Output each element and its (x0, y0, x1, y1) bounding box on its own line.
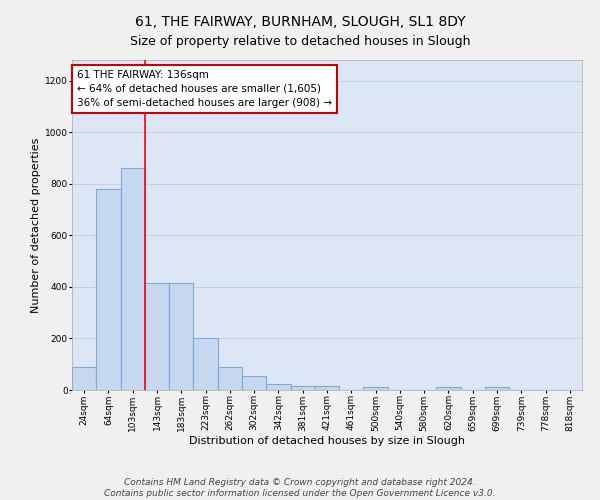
Bar (485, 387, 509, 390)
Text: Contains HM Land Registry data © Crown copyright and database right 2024.
Contai: Contains HM Land Registry data © Crown c… (104, 478, 496, 498)
Bar (218, 367, 242, 390)
Bar (193, 338, 218, 390)
Bar (315, 386, 339, 390)
Bar (145, 283, 169, 390)
Bar (72, 367, 96, 390)
Bar (266, 384, 290, 390)
Bar (436, 387, 461, 390)
Text: 61, THE FAIRWAY, BURNHAM, SLOUGH, SL1 8DY: 61, THE FAIRWAY, BURNHAM, SLOUGH, SL1 8D… (134, 15, 466, 29)
Bar (121, 168, 145, 390)
Bar (96, 189, 121, 390)
Bar (290, 386, 315, 390)
Y-axis label: Number of detached properties: Number of detached properties (31, 138, 41, 312)
Bar (242, 376, 266, 390)
Bar (169, 283, 193, 390)
Text: Size of property relative to detached houses in Slough: Size of property relative to detached ho… (130, 35, 470, 48)
X-axis label: Distribution of detached houses by size in Slough: Distribution of detached houses by size … (189, 436, 465, 446)
Text: 61 THE FAIRWAY: 136sqm
← 64% of detached houses are smaller (1,605)
36% of semi-: 61 THE FAIRWAY: 136sqm ← 64% of detached… (77, 70, 332, 108)
Bar (364, 387, 388, 390)
